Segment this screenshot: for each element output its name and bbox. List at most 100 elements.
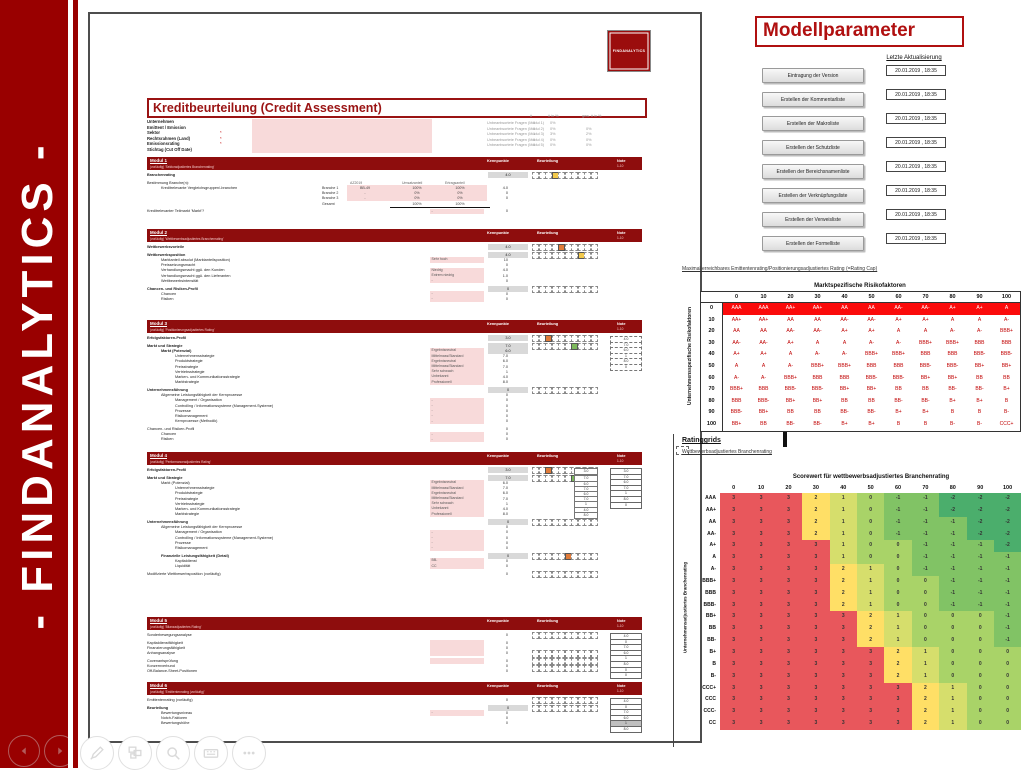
input-cell[interactable]: - (430, 403, 484, 409)
input-cell[interactable]: - (430, 529, 484, 535)
prev-slide-button[interactable] (8, 735, 40, 767)
rating-box[interactable] (590, 244, 598, 252)
input-cell[interactable]: - (430, 208, 484, 214)
input-cell[interactable]: Unbekannt (430, 374, 484, 380)
input-cell[interactable] (430, 640, 484, 646)
mp-button-2[interactable]: Erstellen der Kommentarliste (762, 92, 864, 107)
input-cell[interactable]: CC (430, 563, 484, 569)
input-cell[interactable]: - (430, 296, 484, 302)
row-label: Kreditrelevanter Teilmarkt 'Markt'? (147, 209, 205, 214)
matrix-row-header: 70 (701, 384, 723, 396)
rating-box[interactable] (590, 650, 598, 658)
keyboard-tool-button[interactable] (194, 736, 228, 770)
row-label: Finanzielle Leistungsfähigkeit (Detail) (161, 553, 229, 558)
rating-box[interactable] (590, 632, 598, 640)
input-cell[interactable]: Mittelmass/Standard (430, 485, 484, 491)
mp-button-6[interactable]: Erstellen der Verknüpfungsliste (762, 188, 864, 203)
input-cell[interactable]: - (430, 545, 484, 551)
matrix-cell: AA+ (804, 303, 831, 315)
input-cell[interactable]: Ergebnisneutral (430, 490, 484, 496)
input-cell[interactable] (347, 185, 487, 191)
mp-button-4[interactable]: Erstellen der Schutzliste (762, 140, 864, 155)
rating-box[interactable] (590, 704, 598, 713)
rating-strip[interactable] (532, 650, 598, 658)
rating-box[interactable] (590, 387, 598, 395)
input-cell[interactable]: Mittelmass/Standard (430, 364, 484, 370)
rating-strip[interactable] (532, 387, 598, 395)
heatmap-cell: 3 (856, 694, 885, 707)
input-cell[interactable]: Professionell (430, 511, 484, 517)
rating-box[interactable] (590, 519, 598, 527)
input-cell[interactable]: - (430, 535, 484, 541)
heatmap-cell: 3 (802, 587, 830, 600)
input-cell[interactable]: Sehr schwach (430, 369, 484, 375)
input-cell[interactable]: - (430, 413, 484, 419)
rating-strip[interactable] (532, 172, 598, 180)
input-cell[interactable]: Sehr schwach (430, 501, 484, 507)
input-cell[interactable]: - (430, 408, 484, 414)
mp-button-3[interactable]: Erstellen der Makroliste (762, 116, 864, 131)
row-label: Kernprozesse (Methodik) (175, 419, 218, 424)
rating-box[interactable] (590, 697, 598, 705)
input-cell[interactable]: - (430, 291, 484, 297)
input-cell[interactable] (347, 190, 487, 196)
rating-strip[interactable] (532, 285, 598, 293)
mp-button-7[interactable]: Erstellen der Verweisliste (762, 212, 864, 227)
input-cell[interactable] (430, 645, 484, 651)
rating-strip[interactable] (532, 244, 598, 252)
input-cell[interactable]: Professionell (430, 379, 484, 385)
row-label: Risiken (161, 437, 174, 442)
input-cell[interactable]: Ergebnisneutral (430, 348, 484, 354)
input-cell[interactable]: Niedrig (430, 267, 484, 273)
rating-strip[interactable] (532, 571, 598, 579)
input-cell[interactable]: Sehr hoch (430, 257, 484, 263)
rating-box[interactable] (590, 342, 598, 351)
score-box: 7.0 (488, 343, 528, 349)
rating-strip[interactable] (532, 251, 598, 260)
input-cell[interactable]: Extrem niedrig (430, 273, 484, 279)
mp-button-5[interactable]: Erstellen der Bereichsnamenliste (762, 164, 864, 179)
input-cell[interactable]: - (430, 431, 484, 437)
matrix-cell: BB (841, 397, 848, 404)
rating-box[interactable] (590, 571, 598, 579)
input-cell[interactable] (430, 658, 484, 664)
input-cell[interactable] (347, 195, 487, 202)
input-cell[interactable]: Unbekannt (430, 506, 484, 512)
rating-strip[interactable] (532, 658, 598, 672)
pen-tool-button[interactable] (80, 736, 114, 770)
rating-strip[interactable] (532, 342, 598, 351)
more-tool-button[interactable] (232, 736, 266, 770)
rating-box[interactable] (590, 251, 598, 260)
rating-box[interactable] (590, 285, 598, 293)
heatmap-cell: 0 (856, 528, 885, 541)
input-cell[interactable]: - (430, 540, 484, 546)
rating-strip[interactable] (532, 697, 598, 705)
input-cell[interactable]: - (430, 710, 484, 716)
rating-strip[interactable] (532, 335, 598, 343)
mp-button-8[interactable]: Erstellen der Formelliste (762, 236, 864, 251)
input-cell[interactable]: Mittelmass/Standard (430, 353, 484, 359)
input-cell[interactable]: Mittelmass/Standard (430, 496, 484, 502)
heatmap-cell: 2 (856, 635, 885, 647)
input-cell[interactable]: BB- (430, 558, 484, 564)
row-label: Marken- und Kommunikationsstrategie (175, 375, 240, 379)
mp-button-1[interactable]: Eintragung der Version (762, 68, 864, 83)
rating-box[interactable] (590, 172, 598, 180)
rating-box[interactable] (590, 552, 598, 561)
rating-box[interactable] (590, 335, 598, 343)
rating-box[interactable] (590, 664, 598, 672)
rating-strip[interactable] (532, 519, 598, 527)
input-cell[interactable]: - (430, 278, 484, 284)
input-cell[interactable]: - (430, 418, 484, 424)
input-cell[interactable]: - (430, 397, 484, 403)
input-cell[interactable]: Ergebnisneutral (430, 358, 484, 364)
input-cell[interactable]: Ergebnisneutral (430, 480, 484, 486)
input-cell[interactable]: - (430, 436, 484, 442)
input-cell[interactable] (430, 650, 484, 656)
rating-strip[interactable] (532, 552, 598, 561)
rating-strip[interactable] (532, 704, 598, 713)
zoom-tool-button[interactable] (156, 736, 190, 770)
rating-strip[interactable] (532, 632, 598, 640)
shapes-tool-button[interactable] (118, 736, 152, 770)
header-input-block[interactable] (252, 119, 432, 153)
